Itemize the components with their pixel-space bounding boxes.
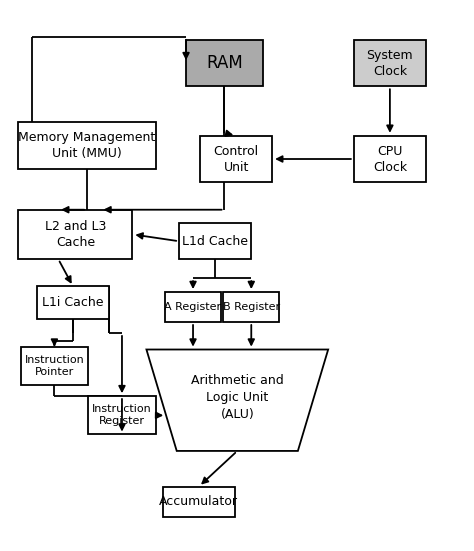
Text: Instruction
Pointer: Instruction Pointer bbox=[25, 355, 84, 377]
Text: L1d Cache: L1d Cache bbox=[182, 235, 248, 248]
Text: RAM: RAM bbox=[206, 54, 243, 72]
Bar bbox=[223, 292, 279, 322]
Text: Arithmetic and
Logic Unit
(ALU): Arithmetic and Logic Unit (ALU) bbox=[191, 374, 283, 421]
Text: Control
Unit: Control Unit bbox=[214, 144, 259, 174]
Bar bbox=[200, 136, 272, 182]
Bar bbox=[354, 136, 426, 182]
Text: Instruction
Register: Instruction Register bbox=[92, 404, 152, 426]
Text: System
Clock: System Clock bbox=[366, 48, 413, 78]
Bar bbox=[354, 40, 426, 87]
Text: Memory Management
Unit (MMU): Memory Management Unit (MMU) bbox=[18, 131, 155, 160]
Text: A Register: A Register bbox=[164, 302, 221, 312]
Text: Accumulator: Accumulator bbox=[159, 495, 238, 508]
Bar bbox=[88, 396, 156, 435]
Polygon shape bbox=[146, 349, 328, 451]
Bar bbox=[37, 287, 109, 320]
Bar bbox=[163, 487, 235, 517]
Bar bbox=[186, 40, 263, 87]
Text: L1i Cache: L1i Cache bbox=[42, 296, 104, 310]
Bar bbox=[21, 347, 88, 385]
Text: L2 and L3
Cache: L2 and L3 Cache bbox=[45, 220, 106, 249]
Bar bbox=[179, 223, 251, 259]
Text: CPU
Clock: CPU Clock bbox=[373, 144, 407, 174]
Bar bbox=[18, 122, 156, 169]
Bar bbox=[18, 210, 132, 259]
Text: B Register: B Register bbox=[223, 302, 280, 312]
Bar bbox=[165, 292, 221, 322]
